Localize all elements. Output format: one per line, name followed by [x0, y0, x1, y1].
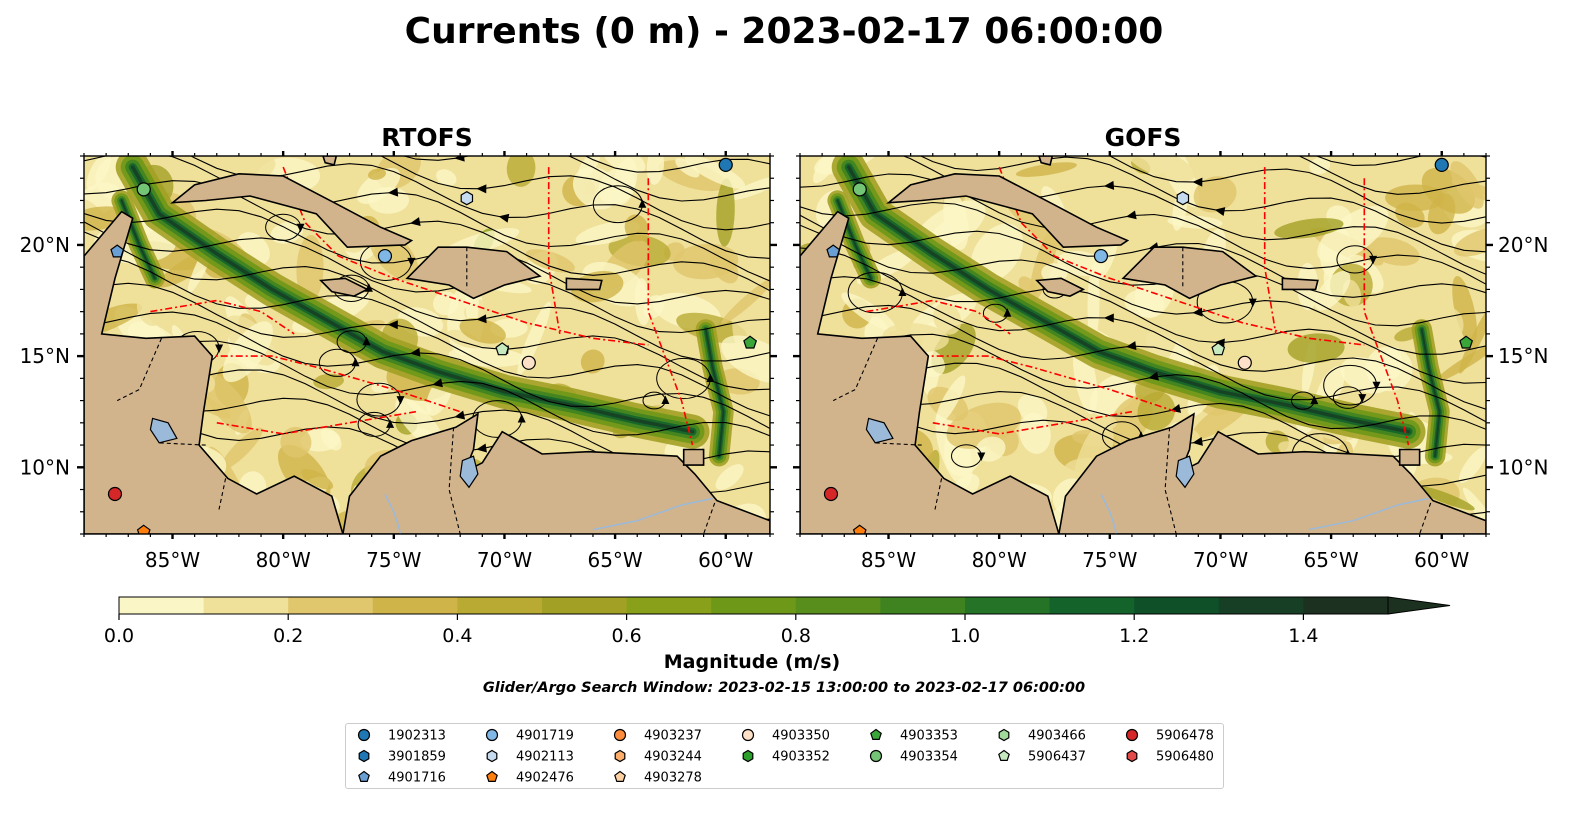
x-tick-label: 75°W	[1082, 548, 1137, 572]
float-marker-4903354	[136, 182, 151, 197]
colorbar-tick-label: 0.2	[273, 625, 303, 647]
x-tick-label: 70°W	[1193, 548, 1248, 572]
colorbar-segment	[1134, 597, 1220, 614]
chart-title: Currents (0 m) - 2023-02-17 06:00:00	[405, 11, 1164, 52]
colorbar-tick-label: 0.8	[781, 625, 811, 647]
panel-frame	[799, 155, 1487, 535]
panel-title-rtofs: RTOFS	[381, 123, 473, 152]
colorbar-segment	[288, 597, 374, 614]
x-tick-label: 80°W	[256, 548, 311, 572]
x-tick-label: 60°W	[1414, 548, 1469, 572]
float-marker-4901716	[826, 244, 841, 258]
float-marker-5906437	[1211, 342, 1226, 356]
colorbar-segment	[372, 597, 458, 614]
search-window-subtitle: Glider/Argo Search Window: 2023-02-15 13…	[483, 680, 1085, 696]
colorbar-segment	[626, 597, 712, 614]
y-tick-label-left: 20°N	[20, 233, 70, 257]
float-marker-4903353	[1459, 335, 1474, 349]
land	[800, 156, 1486, 534]
panel-frame	[83, 155, 771, 535]
colorbar-tick-label: 1.4	[1288, 625, 1318, 647]
colorbar-label: Magnitude (m/s)	[664, 651, 841, 673]
colorbar-segment	[457, 597, 543, 614]
colorbar-extend-arrow	[1387, 596, 1451, 615]
map-panel-gofs	[793, 151, 1493, 539]
float-marker-4903350	[521, 355, 536, 370]
x-tick-label: 60°W	[698, 548, 753, 572]
colorbar-tick-label: 0.0	[104, 625, 134, 647]
colorbar-tick-label: 1.2	[1119, 625, 1149, 647]
float-marker-4903354	[852, 182, 867, 197]
float-marker-4903350	[1237, 355, 1252, 370]
float-markers	[107, 157, 758, 534]
float-marker-5906478	[107, 486, 123, 502]
colorbar-segment	[880, 597, 966, 614]
colorbar-frame	[118, 596, 1389, 615]
float-legend	[345, 723, 1224, 789]
x-tick-label: 70°W	[477, 548, 532, 572]
x-tick-label: 80°W	[972, 548, 1027, 572]
float-marker-4902113	[1176, 191, 1190, 206]
y-axis-ticks-right: 10°N 15°N 20°N	[1498, 233, 1548, 479]
y-tick-label-left: 10°N	[20, 455, 70, 479]
float-marker-4901719	[377, 248, 393, 264]
eez-boundaries	[150, 166, 694, 446]
float-markers	[823, 157, 1474, 534]
colorbar-tick-label: 1.0	[950, 625, 980, 647]
colorbar-segment	[795, 597, 881, 614]
x-tick-label: 65°W	[1303, 548, 1358, 572]
colorbar-segment	[1049, 597, 1135, 614]
float-marker-4901719	[1093, 248, 1109, 264]
float-marker-4903353	[743, 335, 758, 349]
x-axis-ticks-rtofs: 85°W 80°W 75°W 70°W 65°W 60°W	[145, 548, 754, 572]
float-marker-4902476	[136, 524, 151, 534]
y-tick-label-right: 15°N	[1498, 344, 1548, 368]
panel-title-gofs: GOFS	[1105, 123, 1182, 152]
float-marker-5906437	[495, 342, 510, 356]
float-marker-1902313	[1434, 157, 1449, 172]
colorbar-segment	[203, 597, 289, 614]
float-marker-4902113	[460, 191, 474, 206]
colorbar-segment	[542, 597, 628, 614]
colorbar-segment	[119, 597, 205, 614]
eez-boundaries	[866, 166, 1410, 446]
y-tick-label-right: 10°N	[1498, 455, 1548, 479]
colorbar-segment	[711, 597, 797, 614]
colorbar-segment	[1218, 597, 1304, 614]
colorbar-segment	[1303, 597, 1389, 614]
float-marker-4902476	[852, 524, 867, 534]
float-marker-1902313	[718, 157, 733, 172]
colorbar-tick-label: 0.4	[442, 625, 472, 647]
colorbar: 0.0 0.2 0.4 0.6 0.8 1.0 1.2 1.4	[104, 596, 1451, 647]
y-axis-ticks-left: 10°N 15°N 20°N	[20, 233, 70, 479]
float-marker-5906478	[823, 486, 839, 502]
colorbar-tick-label: 0.6	[611, 625, 641, 647]
y-tick-label-left: 15°N	[20, 344, 70, 368]
map-panel-rtofs	[77, 151, 777, 539]
x-axis-ticks-gofs: 85°W 80°W 75°W 70°W 65°W 60°W	[861, 548, 1470, 572]
x-tick-label: 85°W	[861, 548, 916, 572]
y-tick-label-right: 20°N	[1498, 233, 1548, 257]
float-marker-4901716	[110, 244, 125, 258]
x-tick-label: 65°W	[587, 548, 642, 572]
x-tick-label: 75°W	[366, 548, 421, 572]
x-tick-label: 85°W	[145, 548, 200, 572]
land	[84, 156, 770, 534]
colorbar-segment	[965, 597, 1051, 614]
